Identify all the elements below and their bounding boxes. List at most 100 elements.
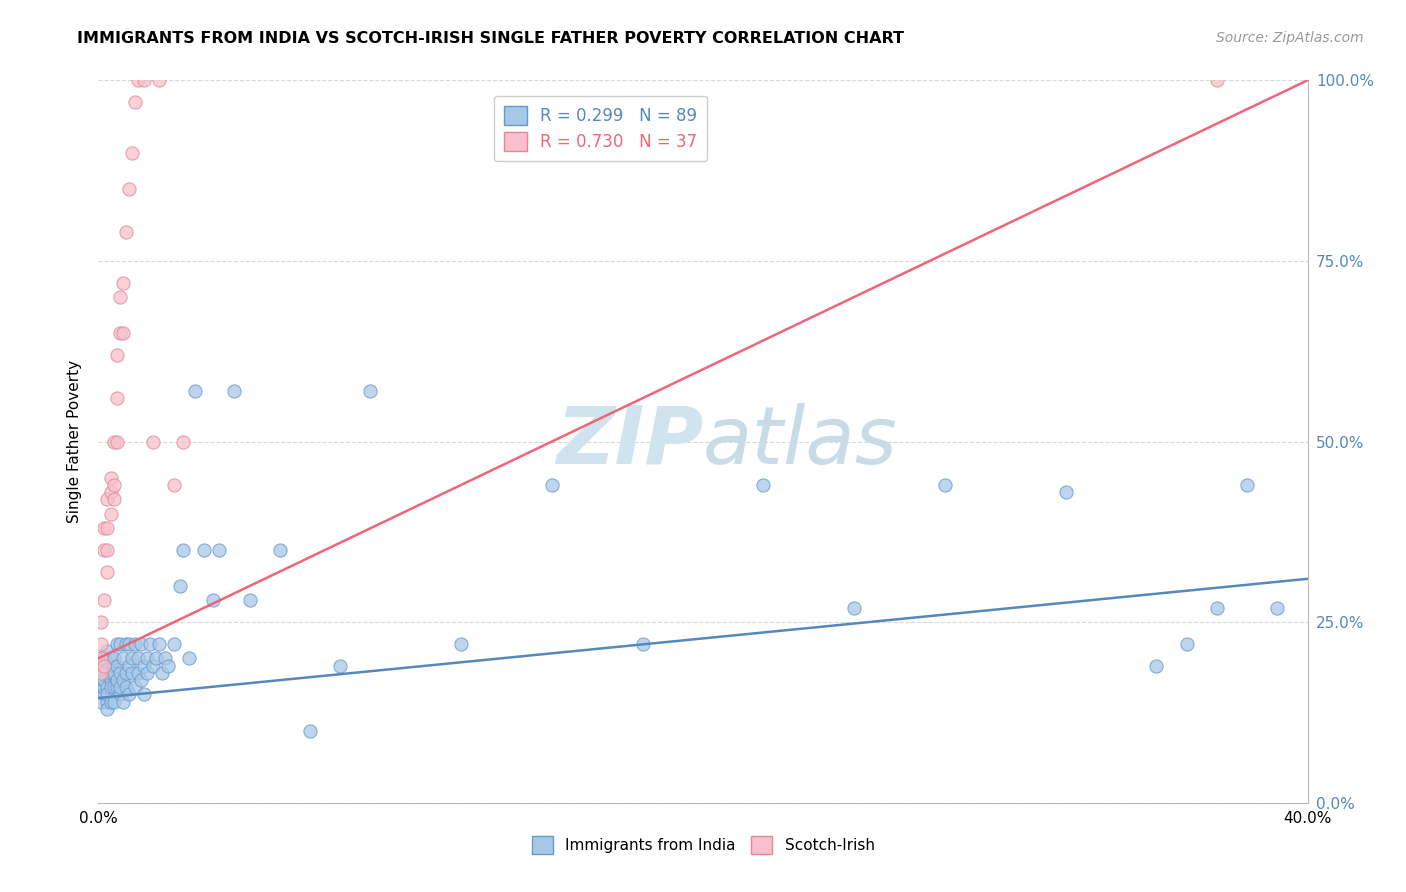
Point [103, 651, 125, 665]
Point [103, 658, 125, 673]
Point [129, 673, 152, 687]
Text: ZIP: ZIP [555, 402, 703, 481]
Point [142, 434, 165, 449]
Point [96, 665, 118, 680]
Point [153, 651, 176, 665]
Point [103, 695, 125, 709]
Point [172, 542, 194, 557]
Point [239, 593, 262, 607]
Point [93, 542, 115, 557]
Point [108, 290, 131, 304]
Point [96, 542, 118, 557]
Point [169, 579, 191, 593]
Point [90, 665, 112, 680]
Point [150, 665, 173, 680]
Point [752, 478, 775, 492]
Point [114, 225, 136, 239]
Point [96, 492, 118, 507]
Point [148, 637, 170, 651]
Point [111, 695, 134, 709]
Point [111, 276, 134, 290]
Point [105, 673, 128, 687]
Point [132, 658, 155, 673]
Point [105, 348, 128, 362]
Point [299, 723, 322, 738]
Point [100, 673, 122, 687]
Point [100, 507, 122, 521]
Point [139, 637, 162, 651]
Point [96, 521, 118, 535]
Point [118, 687, 141, 701]
Point [100, 695, 122, 709]
Point [127, 73, 149, 87]
Point [108, 680, 131, 694]
Point [93, 658, 115, 673]
Point [124, 637, 146, 651]
Point [105, 637, 128, 651]
Point [127, 651, 149, 665]
Point [105, 391, 128, 405]
Point [172, 434, 194, 449]
Legend: Immigrants from India, Scotch-Irish: Immigrants from India, Scotch-Irish [526, 830, 880, 860]
Point [121, 651, 143, 665]
Text: IMMIGRANTS FROM INDIA VS SCOTCH-IRISH SINGLE FATHER POVERTY CORRELATION CHART: IMMIGRANTS FROM INDIA VS SCOTCH-IRISH SI… [77, 31, 904, 46]
Point [96, 687, 118, 701]
Point [124, 680, 146, 694]
Point [103, 492, 125, 507]
Point [93, 680, 115, 694]
Point [132, 73, 155, 87]
Point [111, 326, 134, 340]
Point [1236, 478, 1258, 492]
Point [105, 434, 128, 449]
Point [193, 542, 215, 557]
Point [1144, 658, 1167, 673]
Point [156, 658, 179, 673]
Point [163, 478, 186, 492]
Point [93, 593, 115, 607]
Point [450, 637, 472, 651]
Point [90, 680, 112, 694]
Point [540, 478, 562, 492]
Point [127, 665, 149, 680]
Point [108, 665, 131, 680]
Point [179, 651, 201, 665]
Point [1206, 600, 1229, 615]
Point [224, 384, 246, 398]
Point [100, 665, 122, 680]
Point [103, 665, 125, 680]
Point [631, 637, 654, 651]
Point [202, 593, 225, 607]
Point [111, 651, 134, 665]
Point [100, 470, 122, 484]
Point [208, 542, 231, 557]
Point [93, 651, 115, 665]
Point [121, 145, 143, 160]
Point [1175, 637, 1198, 651]
Point [1267, 600, 1289, 615]
Point [135, 665, 157, 680]
Point [145, 651, 167, 665]
Point [142, 658, 165, 673]
Point [103, 680, 125, 694]
Point [135, 651, 157, 665]
Point [108, 637, 131, 651]
Point [118, 182, 141, 196]
Point [100, 680, 122, 694]
Point [96, 644, 118, 658]
Point [96, 565, 118, 579]
Point [844, 600, 866, 615]
Point [93, 665, 115, 680]
Point [329, 658, 352, 673]
Point [103, 478, 125, 492]
Point [114, 665, 136, 680]
Point [184, 384, 207, 398]
Point [105, 680, 128, 694]
Point [108, 326, 131, 340]
Point [114, 680, 136, 694]
Point [118, 658, 141, 673]
Point [1206, 73, 1229, 87]
Point [96, 680, 118, 694]
Point [90, 651, 112, 665]
Point [124, 95, 146, 109]
Point [93, 673, 115, 687]
